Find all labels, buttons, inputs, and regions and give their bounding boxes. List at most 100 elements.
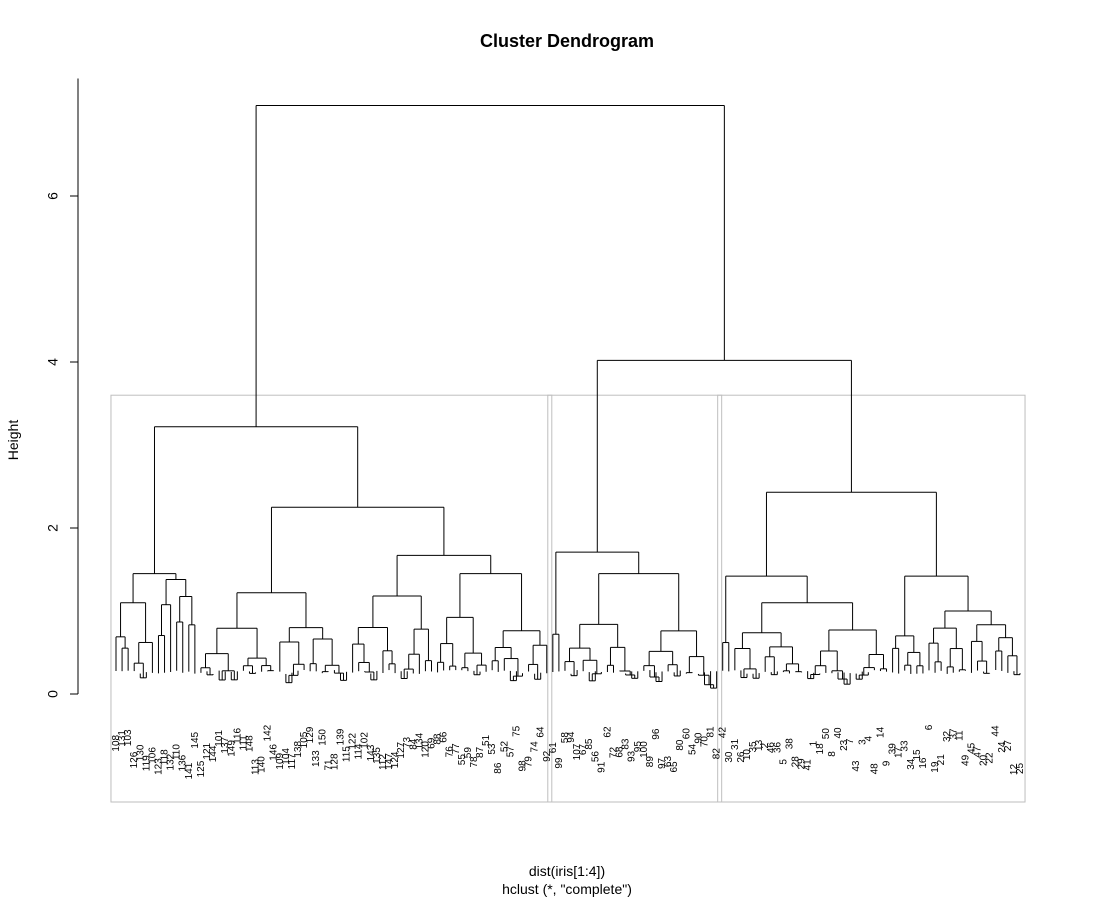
leaf-label: 29 (797, 758, 808, 770)
leaf-label: 77 (451, 743, 462, 755)
leaf-label: 118 (160, 749, 171, 765)
leaf-label: 108 (111, 734, 122, 751)
leaf-label: 24 (997, 741, 1008, 753)
leaf-label: 68 (615, 746, 626, 758)
leaf-labels: 1081311031261301191061231181321101361411… (111, 724, 1026, 779)
cluster-rect-2 (547, 394, 723, 803)
leaf-label: 56 (590, 751, 601, 763)
leaf-label: 62 (602, 726, 613, 738)
leaf-label: 72 (609, 747, 620, 759)
leaf-label: 34 (906, 758, 917, 770)
leaf-label: 112 (378, 754, 389, 770)
leaf-label: 59 (463, 747, 474, 759)
leaf-label: 74 (530, 741, 541, 753)
y-axis: 0 2 4 6 (45, 78, 79, 698)
leaf-label: 123 (153, 758, 164, 775)
leaf-label: 133 (311, 750, 322, 767)
leaf-label: 117 (287, 753, 298, 769)
leaf-label: 80 (675, 739, 686, 751)
leaf-label: 127 (396, 741, 407, 758)
leaf-label: 104 (281, 748, 292, 765)
leaf-label: 85 (584, 738, 595, 750)
leaf-label: 138 (293, 740, 304, 757)
leaf-label: 28 (791, 756, 802, 768)
leaf-label: 50 (821, 728, 832, 740)
leaf-label: 148 (244, 735, 255, 752)
leaf-label: 107 (572, 743, 583, 760)
leaf-label: 51 (481, 734, 492, 746)
leaf-label: 71 (323, 759, 334, 771)
leaf-label: 36 (772, 741, 783, 753)
leaf-label: 150 (317, 729, 328, 746)
leaf-label: 20 (979, 754, 990, 766)
leaf-label: 44 (991, 725, 1002, 737)
leaf-label: 64 (536, 726, 547, 738)
x-axis-label: dist(iris[1:4]) (529, 863, 605, 879)
leaf-label: 83 (621, 738, 632, 750)
leaf-label: 100 (639, 741, 650, 758)
leaf-label: 18 (815, 743, 826, 755)
leaf-label: 136 (178, 754, 189, 771)
leaf-label: 130 (135, 744, 146, 761)
leaf-label: 126 (129, 751, 140, 768)
leaf-label: 57 (505, 746, 516, 758)
leaf-label: 25 (1015, 762, 1026, 774)
leaf-label: 13 (754, 739, 765, 751)
leaf-label: 11 (954, 730, 965, 741)
leaf-label: 69 (426, 737, 437, 749)
leaf-label: 27 (1003, 740, 1014, 752)
leaf-label: 109 (275, 752, 286, 769)
cluster-rect-1 (110, 394, 553, 803)
y-tick-label: 2 (45, 524, 61, 532)
leaf-label: 125 (196, 760, 207, 777)
leaf-label: 131 (117, 730, 128, 747)
leaf-label: 60 (681, 728, 692, 740)
leaf-label: 79 (524, 756, 535, 768)
leaf-label: 76 (445, 746, 456, 758)
y-tick-label: 6 (45, 192, 61, 200)
leaf-label: 61 (548, 742, 559, 754)
leaf-label: 49 (960, 754, 971, 766)
leaf-label: 102 (360, 732, 371, 749)
leaf-label: 93 (627, 750, 638, 762)
leaf-label: 32 (942, 730, 953, 742)
leaf-label: 3 (857, 739, 868, 745)
leaf-label: 111 (238, 735, 249, 751)
leaf-label: 94 (566, 731, 577, 743)
leaf-label: 105 (299, 731, 310, 748)
leaf-label: 4 (863, 736, 874, 742)
leaf-label: 47 (973, 746, 984, 758)
y-tick-label: 4 (45, 358, 61, 366)
leaf-label: 110 (172, 744, 183, 760)
leaf-label: 8 (827, 751, 838, 757)
cluster-rectangles (110, 394, 1026, 803)
leaf-label: 66 (439, 731, 450, 743)
leaf-label: 5 (778, 759, 789, 765)
leaf-label: 52 (499, 740, 510, 752)
leaf-label: 17 (894, 746, 905, 758)
leaf-label: 147 (384, 753, 395, 770)
leaf-label: 65 (669, 761, 680, 773)
leaf-label: 26 (736, 751, 747, 763)
leaf-label: 143 (366, 744, 377, 761)
leaf-label: 121 (202, 742, 213, 759)
leaf-label: 7 (845, 738, 856, 744)
leaf-label: 19 (930, 761, 941, 773)
leaf-label: 54 (687, 743, 698, 755)
leaf-label: 99 (554, 757, 565, 769)
leaf-label: 48 (869, 763, 880, 775)
leaf-label: 122 (348, 732, 359, 749)
leaf-label: 114 (354, 743, 365, 759)
method-sublabel: hclust (*, "complete") (502, 881, 632, 897)
leaf-label: 21 (936, 754, 947, 766)
leaf-label: 23 (839, 739, 850, 751)
leaf-label: 78 (469, 756, 480, 768)
leaf-label: 70 (700, 736, 711, 748)
leaf-label: 45 (966, 742, 977, 754)
leaf-label: 124 (390, 751, 401, 768)
leaf-label: 87 (475, 746, 486, 758)
leaf-label: 106 (147, 747, 158, 764)
leaf-label: 30 (724, 751, 735, 763)
leaf-label: 91 (596, 761, 607, 773)
